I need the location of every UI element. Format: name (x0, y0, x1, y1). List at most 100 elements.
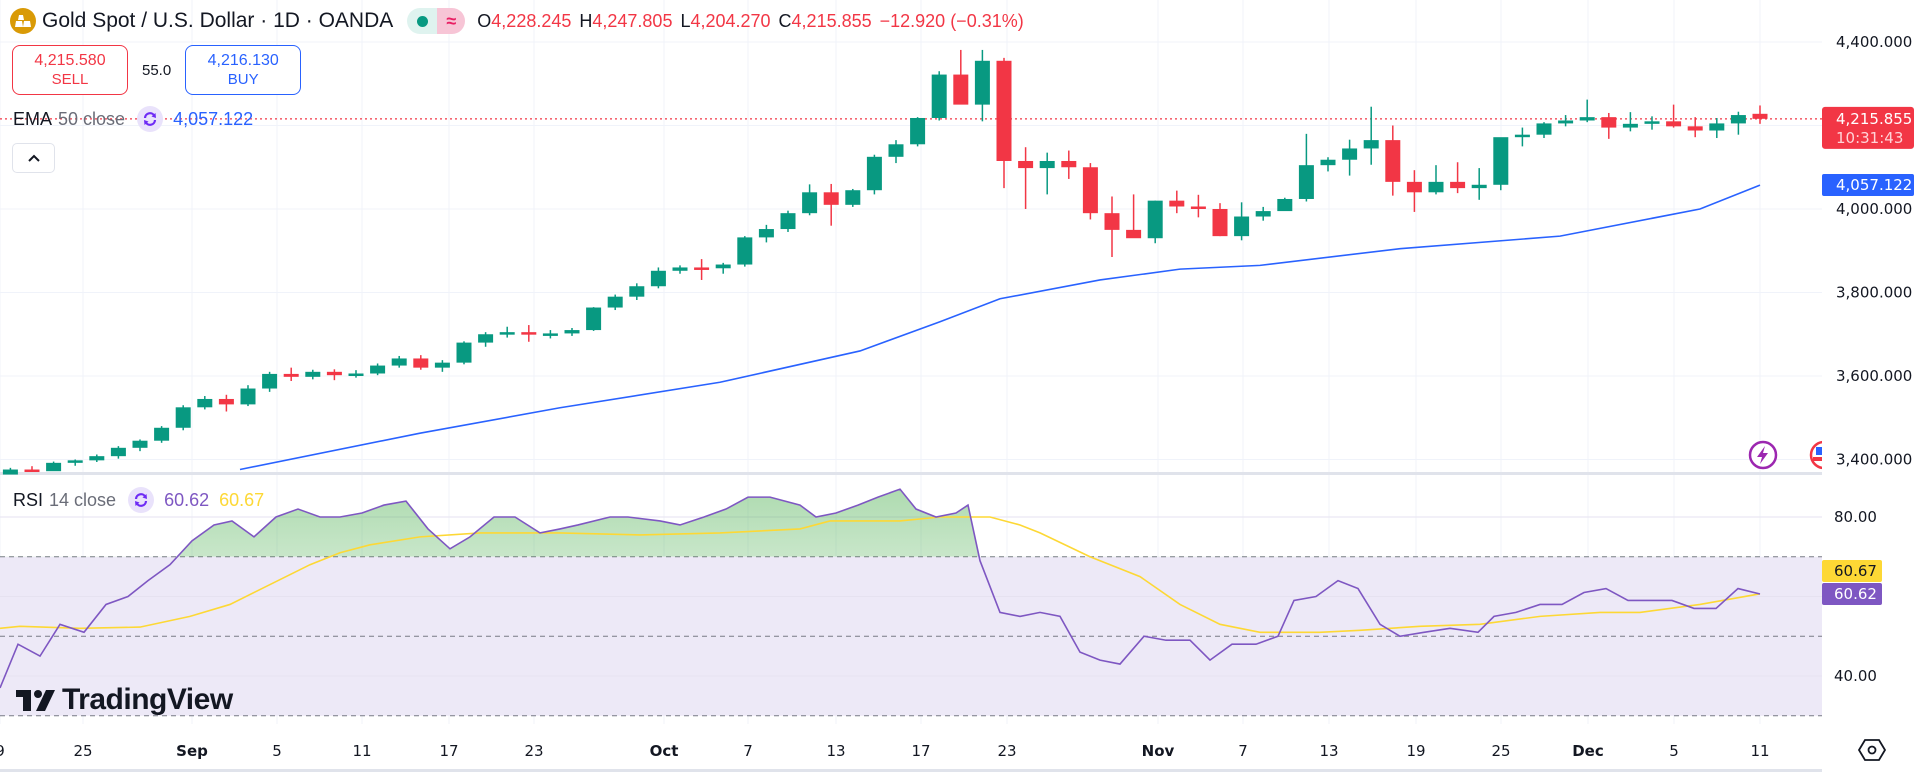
candle[interactable] (629, 283, 645, 301)
candle[interactable] (953, 49, 969, 105)
refresh-cycle-icon[interactable] (128, 487, 155, 513)
candle[interactable] (499, 326, 515, 338)
candle[interactable] (1730, 111, 1746, 135)
candle[interactable] (132, 439, 148, 452)
candle[interactable] (1082, 163, 1098, 220)
candle[interactable] (931, 71, 947, 121)
candle[interactable] (1212, 203, 1228, 237)
candle[interactable] (1147, 200, 1163, 244)
collapse-legend-button[interactable] (12, 143, 55, 173)
candle[interactable] (1126, 194, 1142, 239)
candle[interactable] (737, 236, 753, 267)
candle[interactable] (1493, 137, 1509, 191)
us-flag-event-icon[interactable] (1808, 439, 1822, 471)
candle[interactable] (758, 224, 774, 243)
candle[interactable] (1104, 196, 1120, 258)
candle[interactable] (974, 49, 990, 122)
candle[interactable] (1709, 117, 1725, 139)
candle[interactable] (1190, 194, 1206, 218)
candle-body (413, 358, 429, 368)
candle[interactable] (67, 459, 83, 466)
candle[interactable] (413, 355, 429, 370)
candle[interactable] (1471, 168, 1487, 200)
candle[interactable] (694, 259, 710, 280)
candle[interactable] (456, 341, 472, 365)
candle[interactable] (910, 117, 926, 147)
candle[interactable] (262, 371, 278, 392)
candle-body (564, 330, 580, 334)
candle[interactable] (1039, 152, 1055, 195)
candle[interactable] (326, 369, 342, 381)
candle[interactable] (780, 210, 796, 232)
candle[interactable] (607, 294, 623, 311)
candle[interactable] (1428, 165, 1444, 195)
economic-events-lightning-icon[interactable] (1747, 439, 1779, 476)
candle[interactable] (564, 327, 580, 336)
candle[interactable] (478, 332, 494, 347)
candle[interactable] (1320, 157, 1336, 172)
candle[interactable] (1644, 116, 1660, 130)
candle[interactable] (2, 467, 18, 475)
candle[interactable] (1342, 139, 1358, 176)
candle[interactable] (1169, 190, 1185, 214)
candle[interactable] (521, 325, 537, 342)
candle[interactable] (197, 396, 213, 410)
candle[interactable] (1687, 117, 1703, 138)
candle[interactable] (1666, 104, 1682, 128)
candle[interactable] (348, 370, 364, 378)
candle[interactable] (1255, 206, 1271, 221)
candle[interactable] (1363, 106, 1379, 165)
candle[interactable] (154, 426, 170, 443)
candle[interactable] (672, 265, 688, 274)
symbol-title[interactable]: Gold Spot / U.S. Dollar · 1D · OANDA (42, 9, 394, 32)
candle[interactable] (1018, 147, 1034, 209)
pane-divider[interactable] (0, 472, 1916, 475)
candle[interactable] (370, 363, 386, 376)
market-status-pill[interactable]: ≈ (407, 8, 466, 34)
candle[interactable] (175, 405, 191, 431)
candle[interactable] (110, 446, 126, 459)
candle[interactable] (845, 188, 861, 207)
rsi-legend[interactable]: RSI 14 close 60.62 60.67 (13, 487, 264, 513)
candle[interactable] (1385, 125, 1401, 196)
candle[interactable] (1277, 197, 1293, 212)
candle[interactable] (866, 154, 882, 195)
buy-button[interactable]: 4,216.130 BUY (185, 45, 302, 95)
candle[interactable] (542, 330, 558, 339)
candle[interactable] (391, 355, 407, 368)
candle[interactable] (888, 140, 904, 164)
candle[interactable] (240, 385, 256, 407)
candle[interactable] (218, 394, 234, 412)
candle[interactable] (24, 466, 40, 473)
candle[interactable] (650, 267, 666, 289)
candle[interactable] (305, 369, 321, 380)
candle[interactable] (586, 307, 602, 331)
candle[interactable] (1234, 202, 1250, 241)
candle[interactable] (1579, 99, 1595, 123)
candle[interactable] (1406, 170, 1422, 212)
candle[interactable] (1558, 115, 1574, 127)
ema-legend[interactable]: EMA 50 close 4,057.122 (13, 106, 253, 132)
candle[interactable] (1450, 162, 1466, 194)
candle[interactable] (1536, 122, 1552, 139)
refresh-cycle-icon[interactable] (137, 106, 164, 132)
candle[interactable] (434, 360, 450, 372)
candle[interactable] (1752, 105, 1768, 124)
sell-button[interactable]: 4,215.580 SELL (12, 45, 128, 95)
candle[interactable] (1601, 112, 1617, 139)
tradingview-logo[interactable]: TradingView (16, 683, 233, 717)
candle[interactable] (823, 183, 839, 226)
candle[interactable] (46, 461, 62, 472)
time-axis[interactable] (0, 724, 1822, 769)
candle[interactable] (996, 57, 1012, 189)
candle[interactable] (715, 262, 731, 274)
candle[interactable] (1298, 133, 1314, 202)
candle[interactable] (1514, 127, 1530, 147)
candle[interactable] (283, 367, 299, 382)
chart-settings-gear-icon[interactable] (1857, 737, 1887, 763)
candle[interactable] (802, 184, 818, 216)
candle[interactable] (89, 454, 105, 463)
candle[interactable] (1622, 112, 1638, 132)
candle[interactable] (1061, 150, 1077, 179)
